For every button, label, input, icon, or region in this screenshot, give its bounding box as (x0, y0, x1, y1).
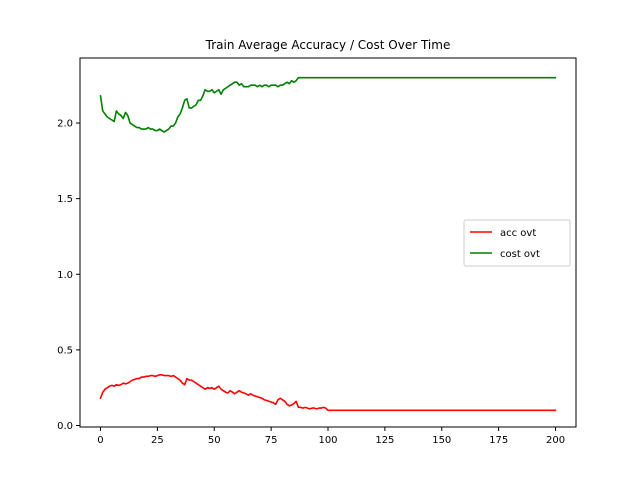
series-line-acc (99, 374, 557, 412)
x-tick-label: 50 (208, 435, 221, 446)
x-tick-label: 200 (546, 435, 565, 446)
x-tick-label: 100 (318, 435, 337, 446)
legend-label: cost ovt (500, 249, 540, 260)
legend-label: acc ovt (500, 228, 536, 239)
y-tick-label: 0.0 (57, 421, 73, 432)
x-tick-label: 175 (489, 435, 508, 446)
x-tick-label: 150 (432, 435, 451, 446)
x-axis: 0 25 50 75 100 125 150 175 200 (97, 427, 565, 446)
y-tick-label: 2.0 (57, 119, 73, 130)
series-layer (99, 76, 557, 412)
series-line-cost (99, 76, 557, 133)
x-tick-label: 75 (265, 435, 278, 446)
legend: acc ovt cost ovt (463, 219, 571, 267)
y-axis: 0.0 0.5 1.0 1.5 2.0 (57, 119, 80, 432)
x-tick-label: 0 (97, 435, 103, 446)
y-tick-label: 1.0 (57, 270, 73, 281)
axes-frame (79, 57, 577, 428)
chart-title: Train Average Accuracy / Cost Over Time (205, 38, 451, 52)
y-tick-label: 0.5 (57, 345, 73, 356)
x-tick-label: 125 (375, 435, 394, 446)
y-tick-label: 1.5 (57, 194, 73, 205)
x-tick-label: 25 (151, 435, 164, 446)
